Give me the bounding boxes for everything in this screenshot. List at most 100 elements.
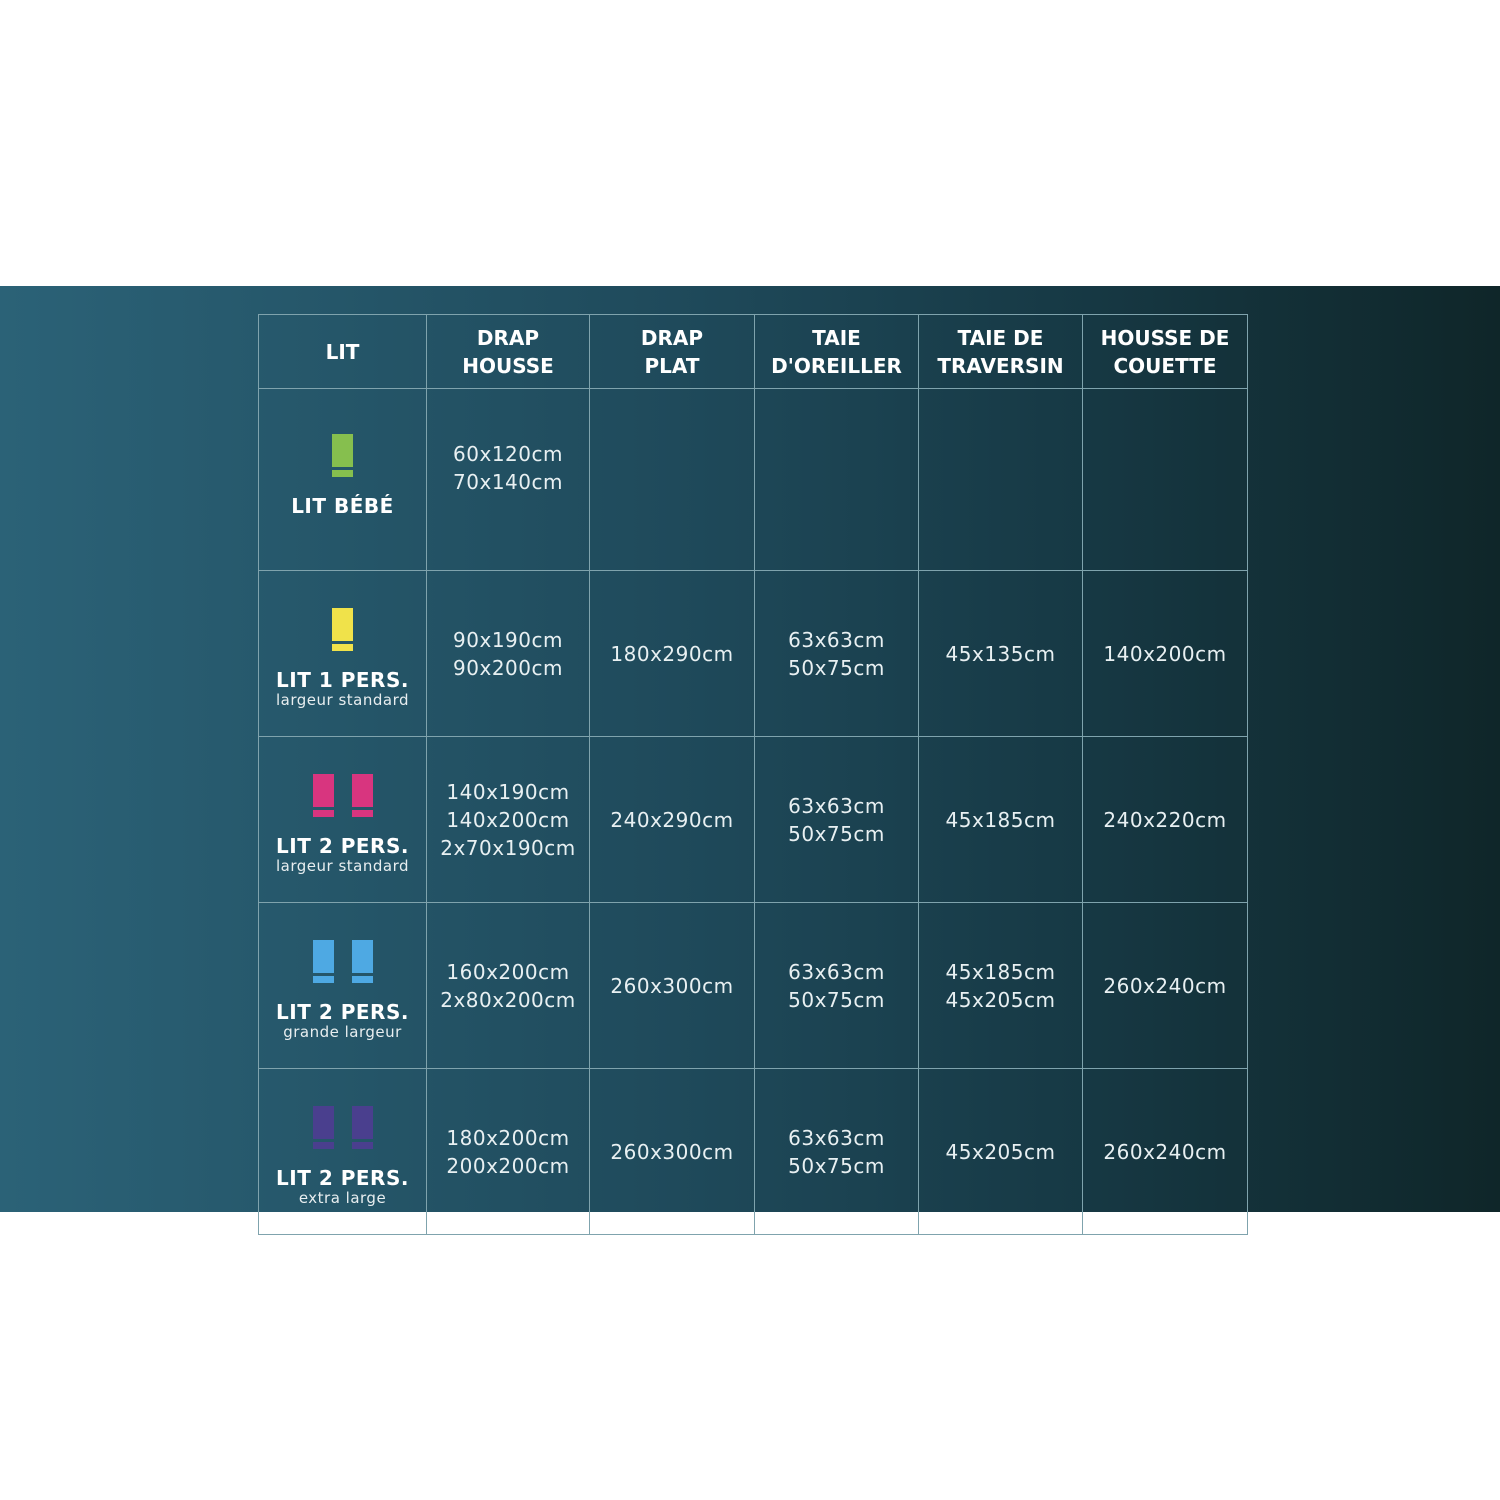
size-value: 90x190cm: [453, 627, 563, 652]
bed-name: LIT 2 PERS.: [276, 999, 409, 1024]
size-cell: 140x200cm: [1082, 570, 1248, 737]
bed-icon: [351, 773, 373, 818]
size-cell: 260x300cm: [589, 902, 755, 1069]
size-cell: 180x200cm 200x200cm: [426, 1068, 590, 1235]
size-cell: 45x135cm: [918, 570, 1083, 737]
bed-icon: [351, 1105, 373, 1150]
size-value: 200x200cm: [446, 1153, 570, 1178]
header-row: LIT DRAP HOUSSE DRAP PLAT TAIE D'OREILLER TAIE …: [258, 314, 1248, 389]
bed-subtitle: largeur standard: [276, 856, 409, 875]
table-row: LIT 2 PERS. largeur standard 140x190cm 140x…: [258, 736, 1248, 903]
bed-icon: [312, 1105, 334, 1150]
bed-icon: [312, 939, 334, 984]
header-text: TAIE: [812, 325, 861, 350]
size-value: 50x75cm: [788, 987, 885, 1012]
bed-subtitle: grande largeur: [283, 1022, 402, 1041]
header-text: HOUSSE: [462, 353, 554, 378]
column-header: TAIE DE TRAVERSIN: [918, 314, 1083, 389]
bed-cell: LIT 2 PERS. extra large: [258, 1068, 427, 1235]
size-value: 63x63cm: [788, 959, 885, 984]
bed-name: LIT BÉBÉ: [291, 493, 394, 518]
size-value: 260x240cm: [1103, 1139, 1227, 1164]
size-value: 260x300cm: [610, 1139, 734, 1164]
size-value: 240x220cm: [1103, 807, 1227, 832]
size-cell: 260x240cm: [1082, 1068, 1248, 1235]
size-cell: 63x63cm 50x75cm: [754, 736, 919, 903]
header-text: DRAP: [476, 325, 540, 350]
double-bed-icon: [259, 773, 426, 818]
size-cell: 45x205cm: [918, 1068, 1083, 1235]
size-value: 45x205cm: [945, 1139, 1056, 1164]
size-value: 45x135cm: [945, 641, 1056, 666]
size-cell: [1082, 388, 1248, 571]
table-row: LIT BÉBÉ 60x120cm 70x140cm: [258, 388, 1248, 571]
header-text: HOUSSE DE: [1100, 325, 1230, 350]
column-header: DRAP PLAT: [589, 314, 755, 389]
size-value: 90x200cm: [453, 655, 563, 680]
column-header: LIT: [258, 314, 427, 389]
size-value: 45x185cm: [945, 959, 1056, 984]
table-row: LIT 2 PERS. grande largeur 160x200cm 2x80x2…: [258, 902, 1248, 1069]
bed-cell: LIT 2 PERS. grande largeur: [258, 902, 427, 1069]
size-cell: 63x63cm 50x75cm: [754, 902, 919, 1069]
size-cell: 260x240cm: [1082, 902, 1248, 1069]
size-value: 160x200cm: [446, 959, 570, 984]
header-text: PLAT: [644, 353, 700, 378]
size-value: 140x190cm: [446, 779, 570, 804]
size-value: 45x185cm: [945, 807, 1056, 832]
size-value: 50x75cm: [788, 821, 885, 846]
bed-icon: [351, 939, 373, 984]
size-value: 63x63cm: [788, 1125, 885, 1150]
bed-name: LIT 1 PERS.: [276, 667, 409, 692]
size-value: 180x200cm: [446, 1125, 570, 1150]
size-cell: 240x290cm: [589, 736, 755, 903]
bed-cell: LIT 1 PERS. largeur standard: [258, 570, 427, 737]
column-header: DRAP HOUSSE: [426, 314, 590, 389]
size-value: 140x200cm: [1103, 641, 1227, 666]
size-cell: 260x300cm: [589, 1068, 755, 1235]
bed-name: LIT 2 PERS.: [276, 1165, 409, 1190]
size-cell: 63x63cm 50x75cm: [754, 570, 919, 737]
header-text: TAIE DE: [957, 325, 1044, 350]
column-header: HOUSSE DE COUETTE: [1082, 314, 1248, 389]
double-bed-icon: [259, 939, 426, 984]
size-value: 63x63cm: [788, 793, 885, 818]
bed-subtitle: extra large: [298, 1188, 387, 1207]
size-value: 260x240cm: [1103, 973, 1227, 998]
size-value: 140x200cm: [446, 807, 570, 832]
bed-icon: [332, 433, 353, 478]
size-value: 180x290cm: [610, 641, 734, 666]
header-text: COUETTE: [1113, 353, 1217, 378]
size-value: 2x80x200cm: [440, 987, 576, 1012]
size-value: 70x140cm: [453, 469, 563, 494]
bed-subtitle: largeur standard: [276, 690, 409, 709]
column-header: TAIE D'OREILLER: [754, 314, 919, 389]
table-row: LIT 2 PERS. extra large 180x200cm 200x200cm…: [258, 1068, 1248, 1235]
size-value: 2x70x190cm: [440, 835, 576, 860]
size-value: 50x75cm: [788, 1153, 885, 1178]
size-value: 240x290cm: [610, 807, 734, 832]
header-text: TRAVERSIN: [937, 353, 1064, 378]
single-bed-icon: [259, 433, 426, 478]
size-cell: [918, 388, 1083, 571]
size-value: 60x120cm: [453, 441, 563, 466]
size-cell: 160x200cm 2x80x200cm: [426, 902, 590, 1069]
size-cell: [589, 388, 755, 571]
header-text: LIT: [325, 339, 360, 364]
size-cell: 45x185cm: [918, 736, 1083, 903]
bed-cell: LIT BÉBÉ: [258, 388, 427, 571]
size-cell: 180x290cm: [589, 570, 755, 737]
bed-icon: [332, 607, 353, 652]
bed-cell: LIT 2 PERS. largeur standard: [258, 736, 427, 903]
table-row: LIT 1 PERS. largeur standard 90x190cm 90x20…: [258, 570, 1248, 737]
size-cell: 240x220cm: [1082, 736, 1248, 903]
size-value: 260x300cm: [610, 973, 734, 998]
header-text: DRAP: [640, 325, 704, 350]
header-text: D'OREILLER: [771, 353, 902, 378]
size-cell: [754, 388, 919, 571]
size-cell: 90x190cm 90x200cm: [426, 570, 590, 737]
bed-name: LIT 2 PERS.: [276, 833, 409, 858]
bed-size-table: LIT DRAP HOUSSE DRAP PLAT TAIE D'OREILLER TAIE …: [258, 314, 1248, 1235]
size-cell: 60x120cm 70x140cm: [426, 388, 590, 571]
size-cell: 45x185cm 45x205cm: [918, 902, 1083, 1069]
